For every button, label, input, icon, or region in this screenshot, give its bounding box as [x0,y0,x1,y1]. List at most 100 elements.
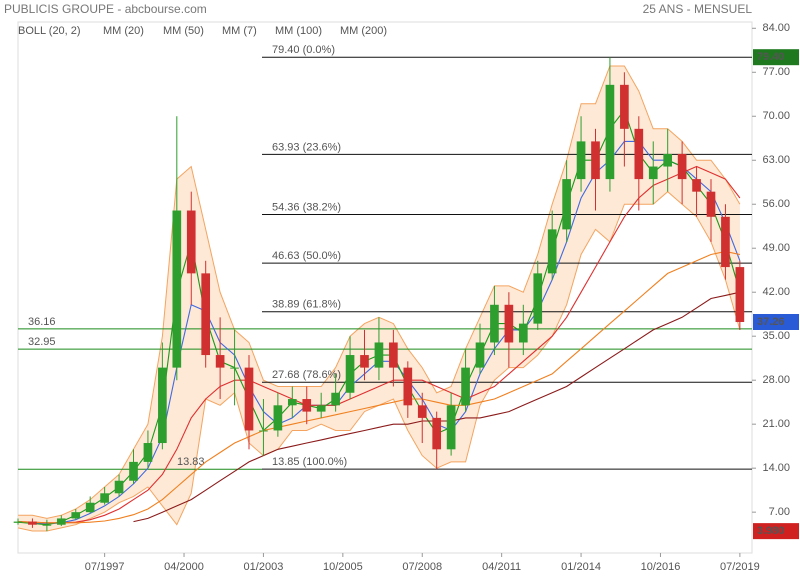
legend-entry: MM (200) [340,25,387,37]
legend-entry: MM (20) [103,25,144,37]
candle-body [677,153,687,180]
candle-body [533,273,543,324]
candle-body [56,518,66,525]
x-tick-label: 04/2011 [482,561,521,573]
fibonacci-label: 13.85 (100.0%) [272,456,347,468]
moving-average [17,165,741,524]
candle-body [71,512,81,519]
y-tick-label: 56.00 [762,198,790,210]
y-tick-label: 35.00 [762,330,790,342]
bollinger-upper [18,65,741,519]
candle-body [215,355,225,368]
candle-body [576,141,586,180]
candle-body [42,524,52,526]
price-box [753,49,799,66]
candle-body [706,191,716,217]
candle-body [331,392,340,406]
candle-body [417,405,427,418]
legend-entry: MM (50) [163,25,204,37]
candle-body [360,355,369,368]
y-tick-label: 28.00 [762,374,790,386]
candle-body [721,216,730,268]
y-tick-label: 63.00 [762,154,790,166]
legend-entry: MM (100) [275,25,322,37]
candle-body [562,179,571,230]
candle-body [230,367,239,369]
fibonacci-label: 79.40 (0.0%) [272,44,335,56]
plot-frame [17,21,753,554]
candle-body [345,355,355,393]
x-tick-label: 07/2019 [720,561,760,573]
legend-entry: BOLL (20, 2) [18,25,81,37]
candle-body [389,342,398,368]
fibonacci-label: 54.36 (38.2%) [272,201,341,213]
price-box-label: 79.40 [757,51,785,63]
candle-body [518,323,528,343]
candle-body [259,430,268,432]
x-tick-label: 07/1997 [85,561,125,573]
candle-body [302,399,312,412]
x-tick-label: 01/2003 [244,561,284,573]
price-box [753,313,799,330]
price-box [753,523,799,540]
legend-entry: MM (7) [222,25,257,37]
candle-body [85,502,95,513]
x-tick-label: 04/2000 [164,561,204,573]
moving-average [17,250,741,524]
y-tick-label: 49.00 [762,242,790,254]
candle-body [547,229,557,274]
candle-body [28,521,37,525]
candle-body [129,461,138,481]
candle-body [504,304,514,343]
candle-body [100,493,109,503]
candle-body [591,141,600,180]
candle-body [158,367,167,444]
candle-body [461,367,470,406]
candle-body [432,417,442,450]
y-tick-label: 21.00 [762,418,790,430]
candle-body [273,405,283,431]
y-tick-label: 7.00 [769,506,790,518]
fibonacci-label: 27.68 (78.6%) [272,369,341,381]
candle-body [648,166,658,180]
candle-body [143,443,153,462]
x-tick-label: 01/2014 [561,561,601,573]
support-label: 32.95 [28,336,56,348]
candle-body [13,521,23,523]
chart-title: PUBLICIS GROUPE - abcbourse.com [4,2,207,16]
candle-body [403,367,413,406]
y-tick-label: 84.00 [762,22,790,34]
support-label: 36.16 [28,316,56,328]
candle-body [201,273,211,356]
candle-body [374,342,384,368]
support-label: 13.83 [177,456,205,468]
candle-body [620,84,629,129]
candle-body [446,405,456,450]
candle-body [735,267,745,322]
fibonacci-label: 63.93 (23.6%) [272,141,341,153]
price-box-label: 3.980 [757,525,785,537]
y-tick-label: 42.00 [762,286,790,298]
fibonacci-label: 46.63 (50.0%) [272,250,341,262]
candle-body [114,480,124,494]
candle-body [475,342,485,368]
candle-body [186,210,196,274]
x-tick-label: 10/2016 [641,561,681,573]
candle-body [287,399,297,406]
x-tick-label: 07/2008 [402,561,442,573]
candle-body [172,210,182,368]
candle-body [605,84,615,180]
y-tick-label: 77.00 [762,66,790,78]
candle-body [634,128,644,180]
fibonacci-label: 38.89 (61.8%) [272,299,341,311]
y-tick-label: 70.00 [762,110,790,122]
price-box-label: 37.26 [757,316,785,328]
candle-body [244,367,254,431]
x-tick-label: 10/2005 [323,561,363,573]
candle-body [692,179,701,192]
candle-body [490,304,499,343]
y-tick-label: 14.00 [762,462,790,474]
candle-body [663,153,673,167]
candle-body [316,405,326,412]
